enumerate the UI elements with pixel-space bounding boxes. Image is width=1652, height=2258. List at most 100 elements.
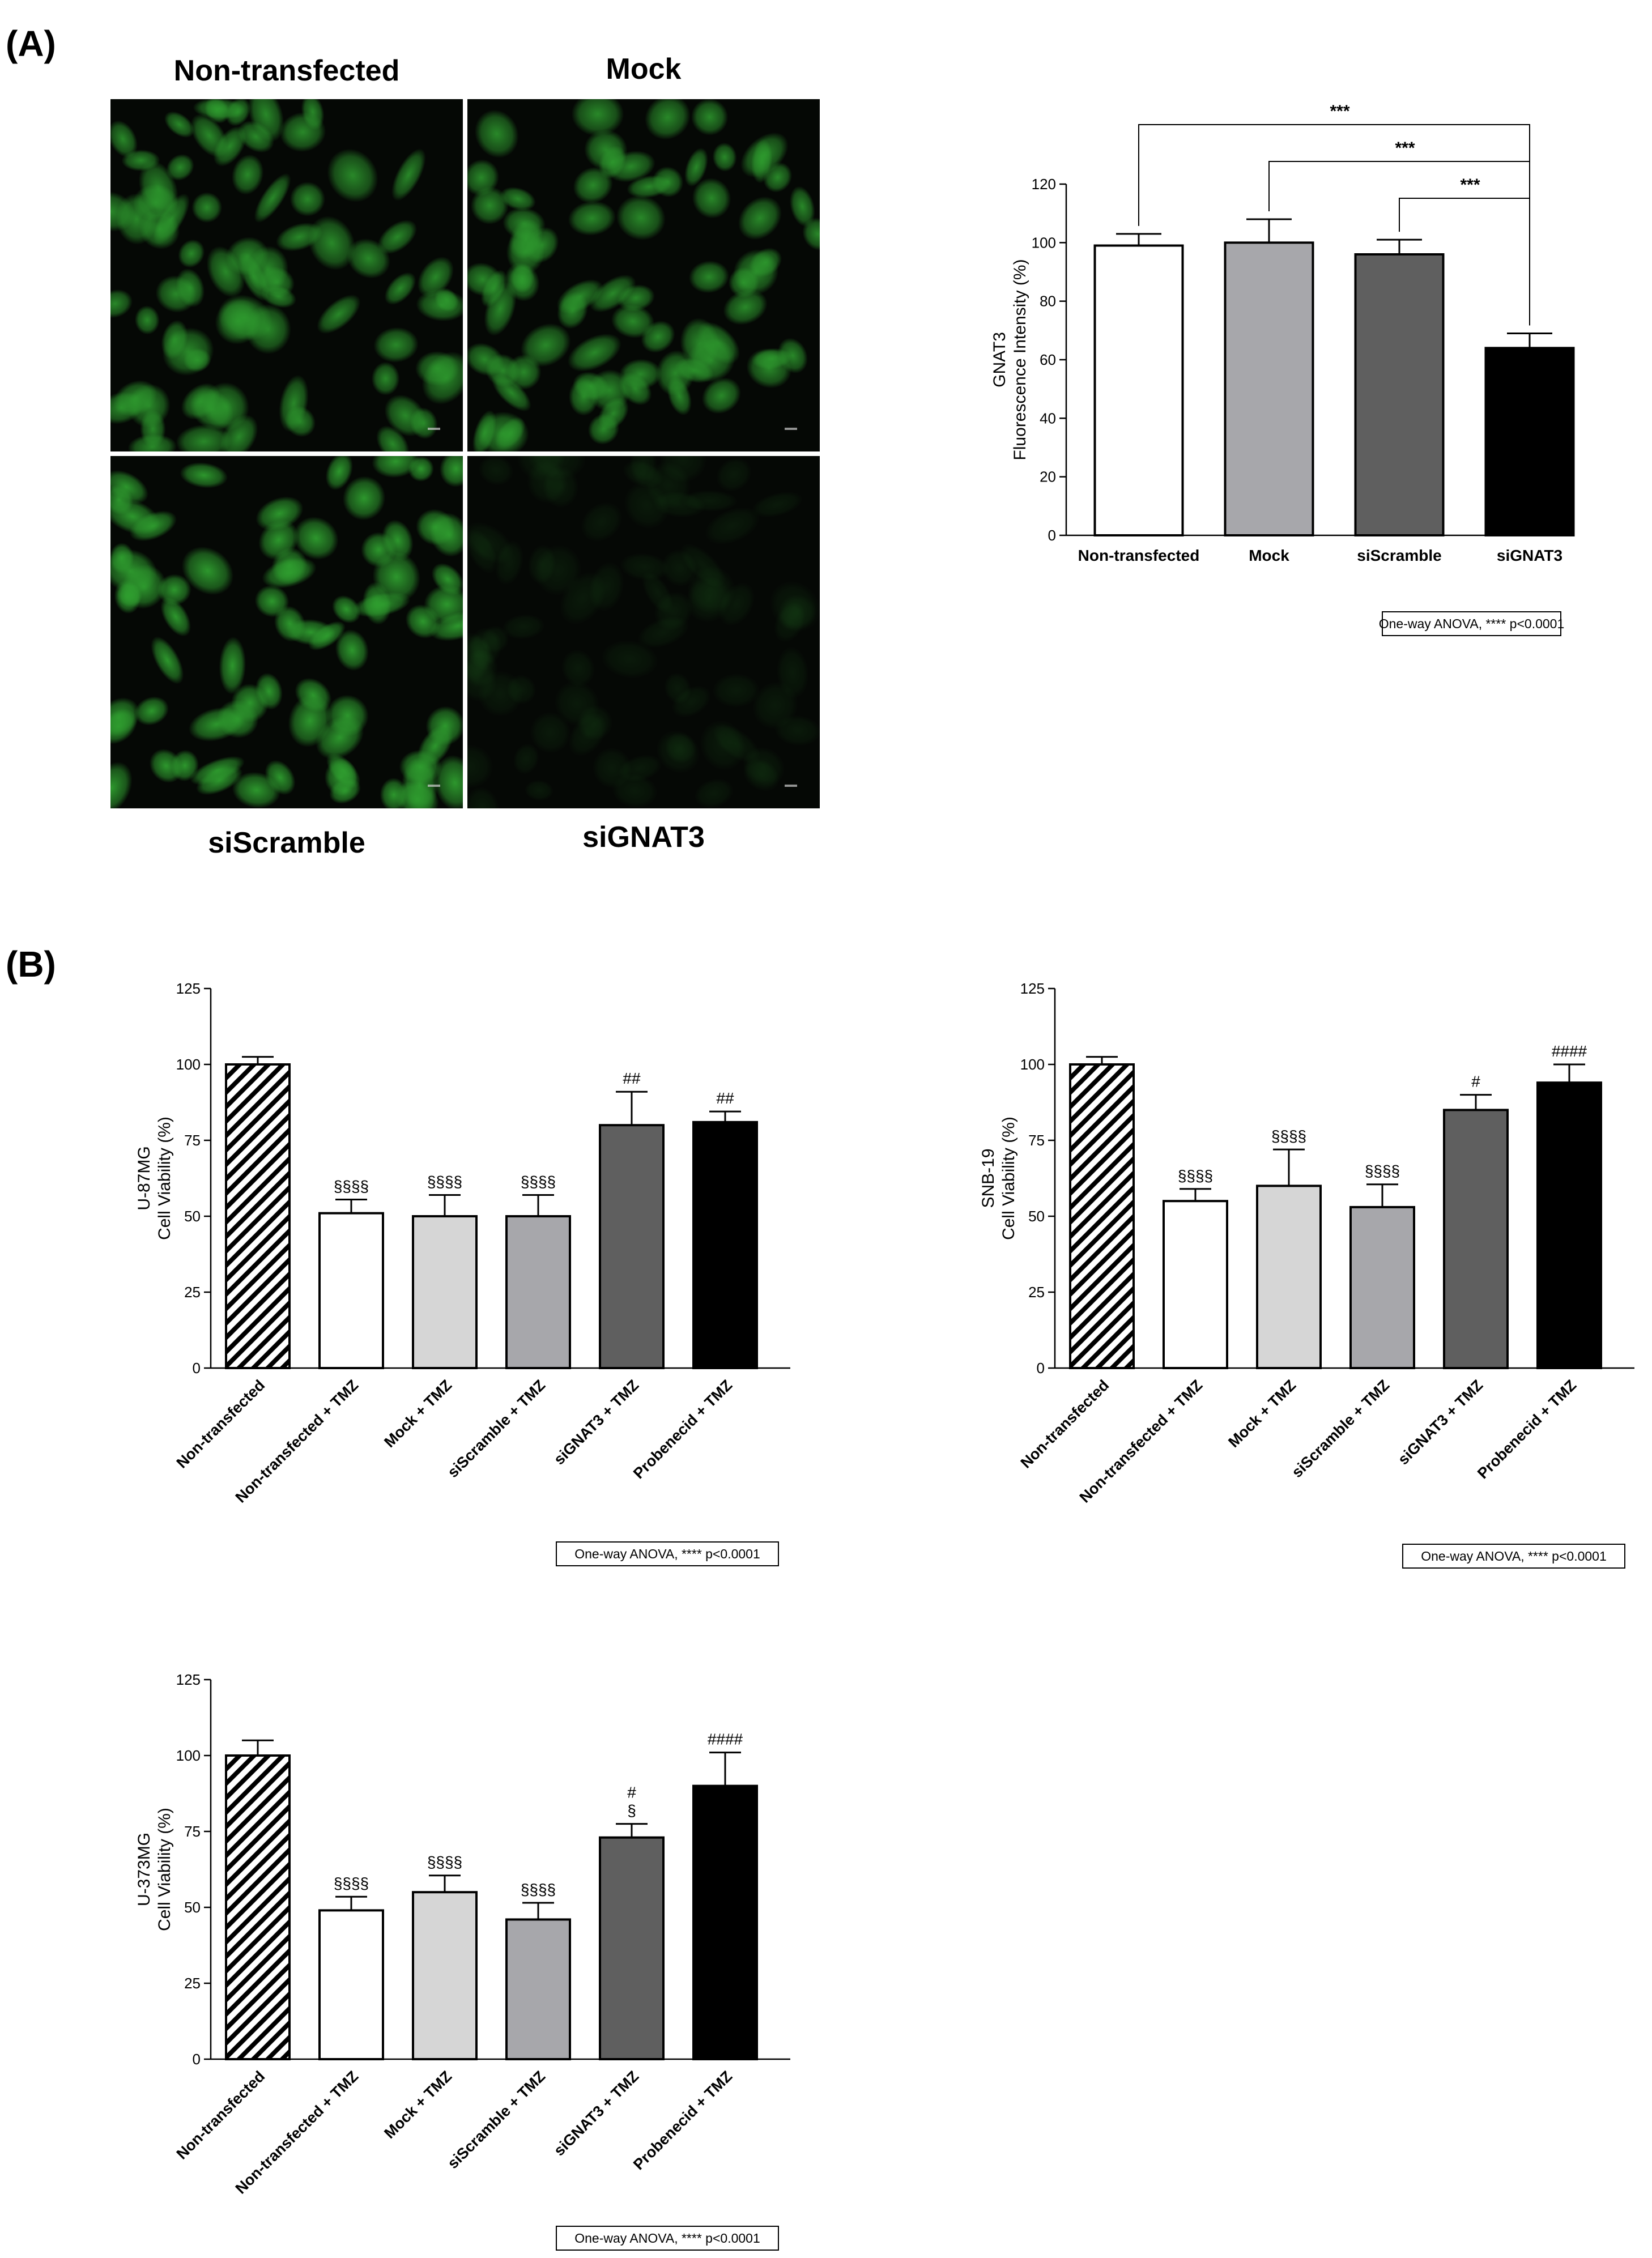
cell [254, 173, 291, 223]
cell [467, 159, 499, 197]
cell [191, 192, 223, 223]
cell [789, 186, 815, 227]
x-tick-label-non-transfected: Non-transfected [1078, 547, 1200, 564]
cell [196, 765, 243, 795]
cell [530, 712, 571, 754]
significance-mark: §§§§ [334, 1178, 369, 1195]
cell [295, 678, 332, 713]
cell [556, 279, 603, 314]
bar-signat3-tmz [1443, 1109, 1509, 1369]
cell [697, 322, 740, 364]
significance-mark: ## [623, 1070, 641, 1087]
cell [342, 476, 386, 521]
y-axis-label-2: Cell Viability (%) [999, 1117, 1018, 1240]
micrograph-non-transfected [110, 99, 463, 451]
cell [395, 781, 439, 808]
y-tick-label: 100 [1020, 1056, 1045, 1073]
cell [513, 743, 539, 774]
cell [425, 706, 463, 746]
cell [484, 282, 517, 336]
bar-probenecid-tmz [692, 1121, 758, 1369]
micrograph-title-signat3: siGNAT3 [582, 821, 705, 854]
cell [692, 178, 731, 219]
x-tick-label-mock-tmz: Mock + TMZ [1225, 1377, 1299, 1451]
micrograph-siscramble [110, 456, 463, 808]
cell [326, 695, 369, 736]
x-tick-label-non-transfected: Non-transfected [1017, 1377, 1113, 1472]
cell [616, 195, 666, 241]
bar-mock-tmz [412, 1215, 478, 1369]
y-axis-label-2: Fluorescence Intensity (%) [1011, 259, 1029, 460]
cell [694, 778, 734, 808]
x-tick-label-siscramble-tmz: siScramble + TMZ [444, 2068, 548, 2172]
cell [206, 246, 245, 298]
cell [671, 685, 711, 718]
stat-note-box [1402, 1544, 1625, 1569]
cell [601, 640, 658, 679]
cell [254, 585, 289, 617]
y-tick-label: 100 [176, 1747, 201, 1764]
cell [362, 582, 391, 625]
cell [176, 268, 205, 308]
x-tick-label-non-transfected: Non-transfected [173, 1377, 269, 1472]
cell [749, 248, 782, 278]
cell [567, 333, 621, 372]
cell [431, 563, 463, 595]
cell [134, 305, 160, 335]
bar-mock-tmz [412, 1891, 478, 2060]
y-tick-label: 125 [176, 980, 201, 997]
cell [384, 272, 416, 305]
y-tick-label: 60 [1040, 351, 1056, 368]
bar-non-transfected-tmz [318, 1212, 384, 1369]
cell [181, 546, 234, 595]
cell [619, 372, 652, 406]
cell [308, 216, 356, 270]
bar-probenecid-tmz [1536, 1081, 1602, 1369]
cell [204, 99, 230, 123]
comparison-label: *** [1395, 139, 1415, 157]
y-tick-label: 0 [193, 2051, 201, 2068]
x-tick-label-probenecid-tmz: Probenecid + TMZ [630, 1377, 735, 1482]
bar-siscramble-tmz [1349, 1205, 1415, 1369]
significance-mark: §§§§ [521, 1881, 556, 1898]
micrograph-title-non-transfected: Non-transfected [173, 54, 400, 87]
cell [592, 747, 632, 789]
y-axis-label-2: Cell Viability (%) [155, 1808, 174, 1931]
y-tick-label: 100 [1032, 234, 1056, 251]
y-axis-label-1: U-87MG [135, 1146, 154, 1210]
y-axis-label-1: U-373MG [135, 1833, 154, 1906]
cell [151, 636, 184, 684]
micrograph-image [110, 99, 463, 451]
y-tick-label: 100 [176, 1056, 201, 1073]
cell [652, 166, 684, 198]
cell [180, 462, 228, 488]
cell [110, 289, 133, 318]
y-tick-label: 20 [1040, 468, 1056, 485]
cell [478, 456, 514, 486]
cell [416, 509, 455, 546]
cell [376, 425, 410, 451]
cell [417, 257, 454, 298]
cell [247, 245, 289, 293]
cell [728, 267, 760, 298]
y-tick-label: 25 [1028, 1284, 1045, 1301]
bar-non-transfected [1093, 244, 1184, 536]
cell [467, 786, 500, 808]
cell [329, 778, 361, 804]
significance-mark: # [1471, 1073, 1480, 1090]
x-tick-label-probenecid-tmz: Probenecid + TMZ [630, 2068, 735, 2173]
cell [611, 304, 655, 339]
stat-note: One-way ANOVA, **** p<0.0001 [574, 1546, 760, 1561]
cell [474, 109, 519, 158]
significance-mark: § [627, 1802, 636, 1820]
cell [213, 126, 247, 167]
cell [225, 99, 251, 126]
y-tick-label: 25 [184, 1284, 201, 1301]
cell [166, 154, 194, 181]
u87mg-viability-chart: U-87MG Cell Viability (%) 0 25 50 75 100 125 Non… [135, 980, 790, 1566]
bar-siscramble-tmz [505, 1918, 571, 2060]
cell [645, 99, 691, 140]
stat-note-box [556, 2226, 779, 2251]
snb19-viability-chart: SNB-19 Cell Viability (%) 0 25 50 75 100 125 Non… [979, 980, 1634, 1569]
cell [655, 350, 695, 396]
